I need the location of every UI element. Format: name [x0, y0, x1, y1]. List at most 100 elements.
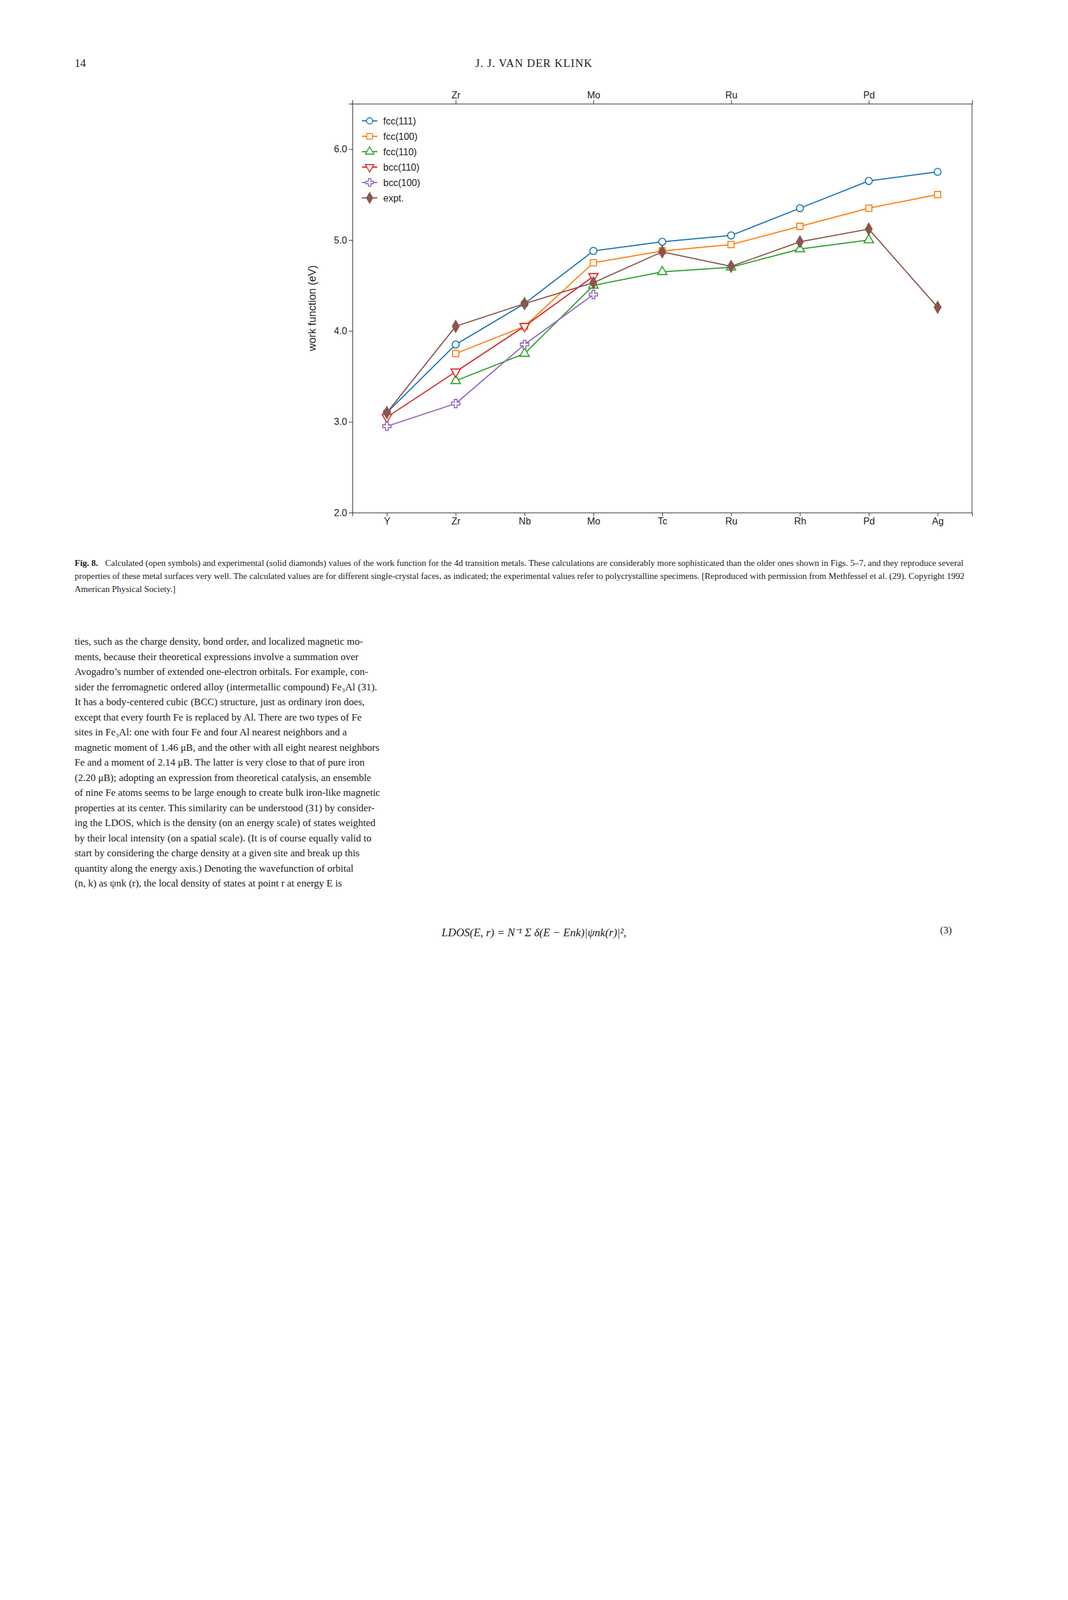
series-line	[386, 276, 594, 418]
tick-mark	[524, 512, 526, 516]
y-tick: 2.0	[334, 507, 353, 518]
data-point	[520, 323, 530, 332]
legend-label: bcc(100)	[383, 177, 420, 188]
y-tick-label: 6.0	[334, 143, 348, 155]
equation: LDOS(E, r) = N⁻¹ Σ δ(E − Enk)|ψnk(r)|²,	[0, 924, 1068, 940]
x2-tick-label: Mo	[587, 90, 601, 101]
tick-mark	[348, 149, 353, 150]
y-tick-label: 2.0	[334, 507, 348, 518]
equation-number: (3)	[940, 924, 952, 936]
y-axis-title: work function (eV)	[306, 264, 319, 352]
data-point	[589, 290, 598, 299]
legend-item: fcc(111)	[361, 116, 416, 127]
series-line	[455, 239, 869, 381]
legend-symbol	[366, 192, 373, 204]
data-point	[589, 247, 598, 255]
legend: fcc(111)fcc(100)fcc(110)bcc(110)bcc(100)…	[361, 116, 420, 204]
legend-item: bcc(110)	[361, 162, 420, 173]
x2-tick-label: Pd	[863, 90, 875, 101]
tick-mark	[937, 512, 939, 516]
x2-tick: Pd	[863, 90, 875, 104]
x-tick-label: Tc	[658, 515, 668, 527]
legend-label: fcc(111)	[383, 116, 416, 127]
x-tick-label: Pd	[863, 515, 875, 527]
legend-symbol	[366, 117, 374, 125]
tick-mark	[455, 100, 457, 104]
data-point	[658, 245, 666, 258]
data-point	[796, 235, 804, 248]
tick-mark	[868, 100, 870, 104]
x-tick: Ag	[932, 512, 945, 527]
legend-item: expt.	[361, 192, 404, 204]
page: 14J. J. VAN DER KLINK Y Zr Nb Mo Tc Ru Rh Pd Ag Zr…	[0, 0, 1068, 1600]
data-point	[865, 177, 873, 185]
x-tick: Y	[383, 512, 391, 527]
legend-label: expt.	[383, 193, 404, 204]
data-point	[383, 406, 390, 419]
x-axis: Y Zr Nb Mo Tc Ru Rh Pd Ag	[353, 512, 973, 527]
data-point	[865, 204, 872, 211]
plot-area: YZrNbMoTcRuRhPdAgZrMoRuPd2.03.04.05.06.0…	[306, 90, 973, 527]
marks	[382, 168, 942, 431]
tick-mark	[348, 512, 353, 513]
data-point	[451, 399, 460, 408]
axis-line	[353, 512, 973, 517]
tick-mark	[662, 512, 663, 516]
caption-text: Calculated (open symbols) and experiment…	[74, 557, 965, 594]
legend-label: fcc(100)	[383, 131, 418, 142]
y-tick-label: 5.0	[334, 235, 348, 246]
legend-symbol	[365, 146, 374, 155]
tick-mark	[348, 330, 353, 332]
legend-symbol	[366, 178, 374, 187]
x-tick: Tc	[658, 512, 668, 527]
x-tick: Zr	[451, 512, 461, 527]
y-tick-label: 4.0	[334, 325, 348, 336]
x-tick: Rh	[794, 512, 807, 527]
x-tick: Mo	[587, 512, 601, 527]
data-point	[589, 276, 597, 289]
page-header: J. J. VAN DER KLINK	[0, 56, 1068, 70]
tick-mark	[868, 512, 870, 516]
tick-mark	[348, 239, 353, 241]
chart: YZrNbMoTcRuRhPdAgZrMoRuPd2.03.04.05.06.0…	[0, 0, 1068, 545]
x-tick: Pd	[863, 512, 875, 527]
x-tick-label: Mo	[587, 515, 601, 527]
data-point	[727, 231, 735, 239]
tick-mark	[455, 512, 457, 516]
tick-mark	[593, 100, 595, 104]
axis-line	[353, 100, 973, 105]
x-tick: Nb	[518, 512, 532, 527]
data-point	[520, 340, 529, 349]
data-point	[451, 340, 460, 348]
x2-axis: Zr Mo Ru Pd	[353, 90, 973, 105]
caption: Fig. 8.Calculated (open symbols) and exp…	[74, 556, 994, 596]
data-point	[934, 301, 941, 314]
y-tick: 5.0	[334, 235, 353, 246]
data-point	[727, 260, 735, 273]
series-line	[455, 194, 938, 354]
y-tick: 4.0	[334, 325, 353, 336]
data-point	[865, 223, 872, 236]
data-point	[520, 347, 530, 356]
axis-line	[348, 104, 354, 513]
series-line	[386, 294, 594, 426]
legend-label: bcc(110)	[383, 162, 420, 173]
data-point	[796, 223, 803, 230]
x2-tick: Mo	[587, 90, 601, 104]
x2-tick: Ru	[725, 90, 737, 104]
x-tick: Ru	[725, 512, 737, 527]
tick-mark	[593, 512, 595, 516]
caption-title: Fig. 8.	[74, 557, 99, 568]
x2-tick-label: Ru	[725, 90, 737, 101]
tick-mark	[730, 512, 732, 516]
frame-line	[972, 103, 973, 513]
legend-item: fcc(100)	[361, 131, 418, 142]
tick-mark	[348, 421, 353, 423]
x-tick-label: Ru	[725, 515, 737, 527]
series-line	[386, 171, 938, 413]
data-point	[452, 350, 459, 356]
page-number: 14	[74, 56, 86, 70]
data-point	[727, 241, 734, 248]
x2-tick: Zr	[451, 90, 461, 104]
x-tick-label: Zr	[451, 515, 461, 527]
